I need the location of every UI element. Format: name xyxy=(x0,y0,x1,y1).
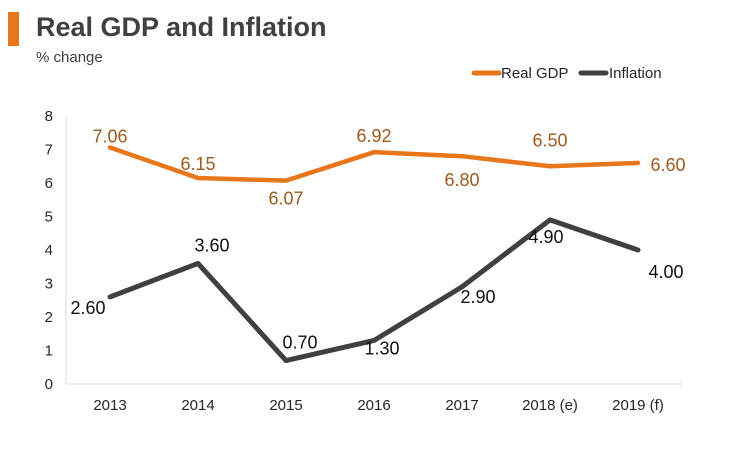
inflation-data-label: 0.70 xyxy=(282,333,317,353)
y-tick-label: 4 xyxy=(45,242,53,259)
x-tick-label: 2018 (e) xyxy=(522,397,578,414)
real-gdp-data-label: 6.15 xyxy=(180,154,215,174)
y-tick-label: 0 xyxy=(45,376,53,393)
inflation-data-label: 3.60 xyxy=(194,235,229,255)
title-accent-bar xyxy=(8,12,19,46)
real-gdp-data-label: 6.07 xyxy=(268,189,303,209)
x-tick-label: 2017 xyxy=(445,397,478,414)
y-tick-label: 2 xyxy=(45,309,53,326)
inflation-data-label: 4.90 xyxy=(528,227,563,247)
chart-axes: 0 1 2 3 4 5 6 7 8 2013 2014 2015 2016 2017 2018 (e) 201… xyxy=(45,108,682,414)
chart-legend: Real GDP Inflation xyxy=(471,65,662,82)
chart-subtitle: % change xyxy=(36,49,103,66)
inflation-data-label: 2.90 xyxy=(460,287,495,307)
real-gdp-legend-label: Real GDP xyxy=(501,65,569,82)
x-tick-label: 2013 xyxy=(93,397,126,414)
inflation-data-label: 4.00 xyxy=(648,262,683,282)
chart-title: Real GDP and Inflation xyxy=(36,12,327,42)
y-tick-label: 8 xyxy=(45,108,53,125)
y-tick-label: 1 xyxy=(45,343,53,360)
inflation-data-label: 2.60 xyxy=(70,298,105,318)
y-tick-label: 5 xyxy=(45,209,53,226)
x-tick-label: 2014 xyxy=(181,397,214,414)
inflation-legend-label: Inflation xyxy=(609,65,662,82)
real-gdp-data-label: 6.50 xyxy=(532,130,567,150)
real-gdp-data-label: 6.92 xyxy=(356,126,391,146)
inflation-data-label: 1.30 xyxy=(364,338,399,358)
y-tick-label: 6 xyxy=(45,175,53,192)
x-tick-label: 2016 xyxy=(357,397,390,414)
y-tick-label: 3 xyxy=(45,276,53,293)
x-tick-label: 2015 xyxy=(269,397,302,414)
x-tick-label: 2019 (f) xyxy=(612,397,664,414)
real-gdp-data-label: 6.80 xyxy=(444,170,479,190)
chart-data-labels: 7.06 6.15 6.07 6.92 6.80 6.50 6.60 2.60 3.60 0.70… xyxy=(70,126,685,358)
y-tick-label: 7 xyxy=(45,142,53,159)
chart-series xyxy=(107,145,641,364)
real-gdp-data-label: 6.60 xyxy=(650,155,685,175)
real-gdp-data-label: 7.06 xyxy=(92,126,127,146)
